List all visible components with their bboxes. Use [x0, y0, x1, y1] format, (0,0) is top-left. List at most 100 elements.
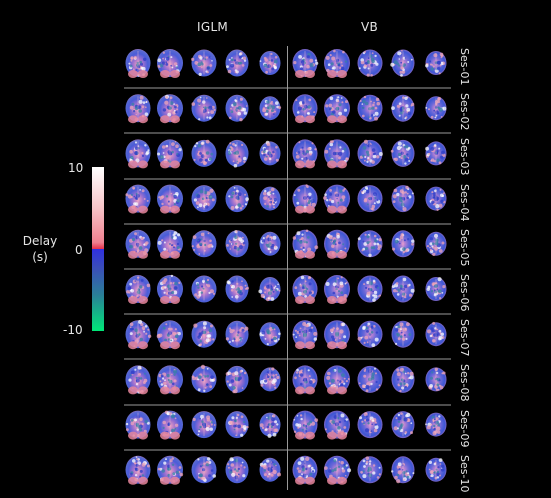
brain-slice [425, 96, 447, 121]
brain-slice [225, 230, 249, 258]
session-label: Ses-05 [458, 228, 471, 267]
brain-slice [357, 230, 383, 258]
colorbar-title-line1: Delay [22, 234, 58, 248]
brain-slice [191, 139, 217, 167]
session-label: Ses-08 [458, 364, 471, 402]
brain-slice [292, 139, 318, 169]
brain-slice [191, 185, 217, 213]
brain-slice [324, 229, 350, 259]
brain-slice [292, 365, 318, 395]
brain-slice [125, 139, 151, 169]
brain-slice [391, 456, 415, 484]
brain-slice [324, 49, 350, 78]
brain-slice [425, 277, 447, 301]
colorbar-gradient [92, 167, 104, 331]
brain-slice [191, 364, 217, 393]
brain-slice [191, 456, 217, 484]
brain-slice [157, 49, 183, 78]
colorbar-mid-label: 0 [75, 243, 83, 257]
brain-slice [292, 94, 318, 124]
brain-slice [391, 94, 415, 122]
brain-slice [357, 185, 383, 213]
method-header-iglm: IGLM [197, 20, 229, 34]
brain-slice [191, 275, 217, 303]
brain-slice [259, 367, 281, 392]
brain-slice [323, 184, 350, 214]
brain-slice [425, 231, 447, 256]
brain-slice [225, 456, 249, 484]
colorbar-title-line2: (s) [32, 250, 48, 264]
brain-slice [391, 275, 415, 303]
brain-slice [259, 96, 282, 121]
colorbar-title: Delay (s) [18, 233, 62, 265]
brain-slice [391, 185, 415, 213]
brain-slice [157, 229, 183, 259]
brain-slice [259, 51, 281, 75]
brain-slice [391, 365, 415, 393]
brain-slice [125, 229, 151, 259]
brain-slice [125, 410, 151, 440]
brain-slice [225, 275, 249, 303]
brain-slice [157, 410, 183, 440]
brain-slice [425, 321, 447, 347]
brain-slice [259, 140, 281, 166]
session-label: Ses-01 [458, 48, 471, 86]
session-label: Ses-02 [458, 93, 471, 131]
brain-slice [125, 319, 152, 350]
brain-slice [292, 275, 318, 304]
brain-slice [125, 365, 151, 395]
brain-slice [156, 320, 183, 350]
brain-slice [125, 94, 151, 124]
brain-slice [292, 184, 318, 214]
session-label: Ses-04 [458, 183, 471, 222]
brain-slice [324, 320, 350, 350]
brain-slice [425, 186, 447, 211]
brain-slice [357, 456, 383, 484]
brain-slice [191, 94, 217, 122]
brain-slice [157, 139, 183, 169]
session-label: Ses-06 [458, 274, 471, 312]
brain-slice [258, 277, 281, 302]
brain-slice [225, 185, 249, 213]
session-label: Ses-09 [458, 409, 471, 448]
brain-slice [157, 455, 184, 485]
brain-slice [324, 139, 350, 169]
brain-slice [324, 455, 352, 485]
colorbar-max-label: 10 [68, 161, 84, 175]
brain-slice [425, 141, 447, 166]
brain-slice [125, 184, 151, 214]
brain-slice [324, 94, 350, 124]
brain-slice [324, 365, 350, 395]
brain-slice [390, 139, 415, 167]
brain-slice [259, 322, 281, 347]
brain-slice [191, 230, 217, 258]
method-header-vb: VB [361, 20, 379, 34]
brain-slice [357, 94, 383, 122]
brain-slice [357, 411, 383, 439]
brain-slice [225, 365, 249, 394]
brain-slice [292, 455, 318, 485]
brain-slice [125, 49, 151, 78]
brain-slice [157, 274, 183, 304]
brain-slice [191, 411, 217, 439]
brain-slice [292, 229, 319, 259]
brain-slice [324, 275, 350, 304]
brain-slice [225, 320, 249, 348]
brain-slice [357, 320, 383, 348]
colorbar-min-label: -10 [63, 323, 83, 337]
session-label: Ses-10 [458, 454, 471, 493]
session-label: Ses-03 [458, 138, 471, 176]
brain-slice [259, 412, 281, 438]
brain-slice [391, 320, 415, 348]
brain-slice [425, 367, 447, 392]
brain-slice [191, 49, 217, 77]
brain-slice [157, 184, 183, 214]
brain-slice [225, 411, 249, 439]
brain-slice [225, 94, 249, 122]
brain-slice [425, 457, 447, 482]
session-label: Ses-07 [458, 319, 471, 357]
brain-slice [157, 94, 183, 124]
brain-slice [357, 49, 383, 77]
brain-slice [292, 49, 319, 78]
